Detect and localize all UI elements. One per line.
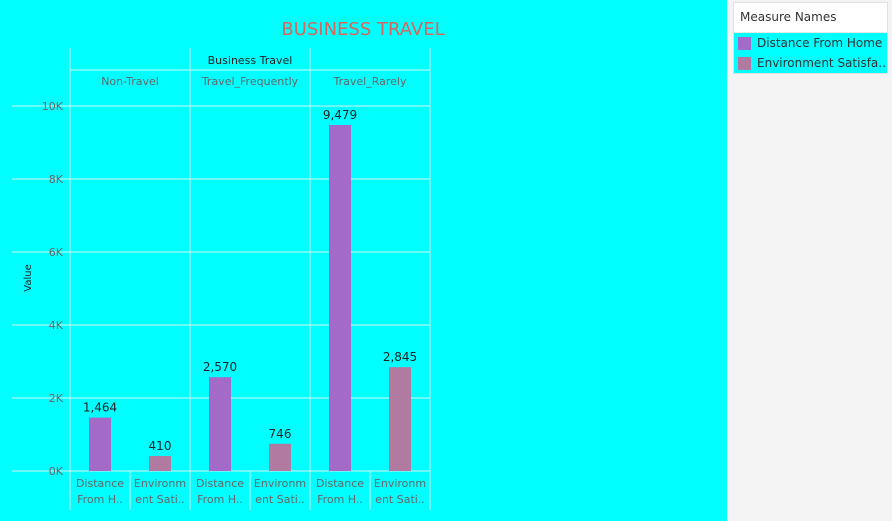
x-tick-label: Environm [254,477,306,490]
bar [389,367,411,471]
x-tick-label: From H.. [317,493,363,506]
x-tick-label: ent Sati.. [135,493,185,506]
chart-title: BUSINESS TRAVEL [281,19,444,40]
column-header: Business Travel [208,54,293,67]
x-tick-label: Distance [196,477,244,490]
legend-title: Measure Names [734,3,887,33]
data-label: 746 [269,427,292,441]
data-label: 1,464 [83,401,117,415]
group-label: Travel_Rarely [333,75,407,88]
legend: Measure Names Distance From Home Environ… [733,2,888,74]
x-tick-label: Distance [76,477,124,490]
bar [209,377,231,471]
x-tick-label: ent Sati.. [375,493,425,506]
group-label: Non-Travel [101,75,159,88]
chart-panel: BUSINESS TRAVEL Business Travel Non-Travel… [0,0,727,521]
data-label: 2,845 [383,350,417,364]
y-tick-label: 8K [49,173,64,186]
x-tick-label: From H.. [77,493,123,506]
x-tick-label: ent Sati.. [255,493,305,506]
bar [149,456,171,471]
x-tick-label: Environm [374,477,426,490]
legend-label: Environment Satisfa.. [757,56,886,70]
bar [329,125,351,471]
data-label: 410 [149,439,172,453]
y-axis-title: Value [23,264,34,291]
legend-item-environment[interactable]: Environment Satisfa.. [734,53,887,73]
y-tick-label: 10K [42,100,64,113]
legend-item-distance[interactable]: Distance From Home [734,33,887,53]
data-label: 2,570 [203,360,237,374]
group-label: Travel_Frequently [201,75,299,88]
x-tick-label: Environm [134,477,186,490]
y-tick-label: 4K [49,319,64,332]
bar-chart: BUSINESS TRAVEL Business Travel Non-Travel… [12,19,445,510]
y-tick-label: 6K [49,246,64,259]
bar [269,443,291,471]
legend-swatch [738,36,751,50]
y-tick-label: 0K [49,465,64,478]
legend-label: Distance From Home [757,36,883,50]
bar [89,417,111,471]
y-tick-label: 2K [49,392,64,405]
legend-swatch [738,56,751,70]
x-tick-label: From H.. [197,493,243,506]
x-tick-label: Distance [316,477,364,490]
data-label: 9,479 [323,108,357,122]
